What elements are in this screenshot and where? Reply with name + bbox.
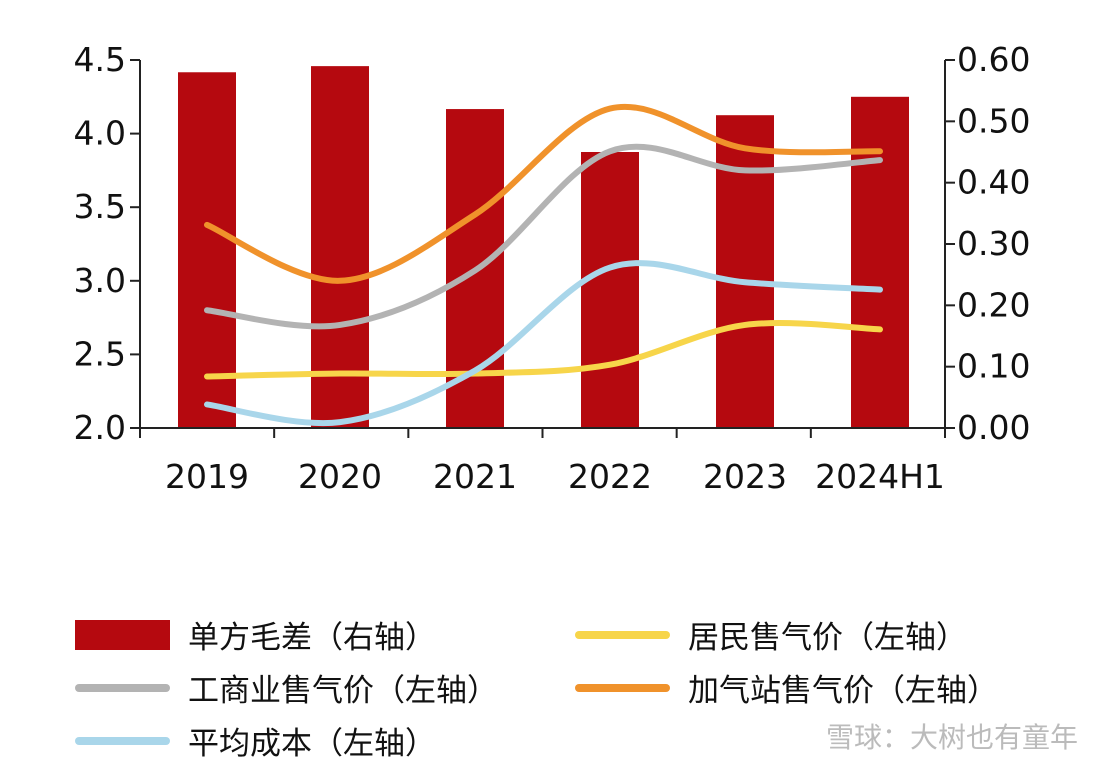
line-series-0 [204, 143, 883, 330]
left-tick-label: 4.0 [74, 114, 126, 153]
line-series-2 [204, 320, 883, 380]
x-tick-label: 2024H1 [815, 457, 945, 496]
right-tick-label: 0.30 [957, 224, 1030, 263]
right-tick-label: 0.10 [957, 347, 1030, 386]
left-tick-label: 3.0 [74, 261, 126, 300]
bar-2020 [311, 66, 369, 428]
legend-item-cost: 平均成本（左轴） [75, 718, 436, 763]
bar-2019 [178, 72, 236, 429]
legend-swatch-station [575, 683, 670, 692]
bar-2023 [716, 115, 774, 428]
left-tick-label: 2.0 [74, 408, 126, 447]
line-series-3 [204, 260, 883, 427]
line-series-1 [204, 103, 883, 284]
legend-swatch-cost [75, 736, 170, 745]
x-tick-label: 2023 [703, 457, 787, 496]
legend-label-industrial: 工商业售气价（左轴） [188, 673, 498, 709]
x-tick-label: 2019 [165, 457, 249, 496]
legend-item-industrial: 工商业售气价（左轴） [75, 665, 498, 710]
legend-item-station: 加气站售气价（左轴） [575, 665, 998, 710]
bar-2022 [581, 152, 639, 428]
legend-item-bars: 单方毛差（右轴） [75, 612, 436, 657]
right-tick-label: 0.60 [957, 40, 1030, 79]
legend-swatch-bars [75, 619, 170, 650]
legend-label-cost: 平均成本（左轴） [188, 726, 436, 762]
left-tick-label: 2.5 [74, 334, 126, 373]
watermark: 雪球：大树也有童年 [825, 721, 1078, 754]
right-tick-label: 0.00 [957, 408, 1030, 447]
legend-swatch-industrial [75, 683, 170, 692]
right-tick-label: 0.40 [957, 163, 1030, 202]
right-tick-label: 0.50 [957, 101, 1030, 140]
x-tick-label: 2020 [298, 457, 382, 496]
legend-item-residential: 居民售气价（左轴） [575, 612, 967, 657]
legend-label-bars: 单方毛差（右轴） [188, 620, 436, 656]
x-tick-label: 2022 [568, 457, 652, 496]
left-tick-label: 3.5 [74, 187, 126, 226]
right-tick-label: 0.20 [957, 285, 1030, 324]
bar-2024H1 [851, 96, 909, 429]
legend-label-station: 加气站售气价（左轴） [688, 673, 998, 709]
left-tick-label: 4.5 [74, 40, 126, 79]
legend-swatch-residential [575, 630, 670, 639]
x-tick-label: 2021 [433, 457, 517, 496]
legend-label-residential: 居民售气价（左轴） [688, 620, 967, 656]
